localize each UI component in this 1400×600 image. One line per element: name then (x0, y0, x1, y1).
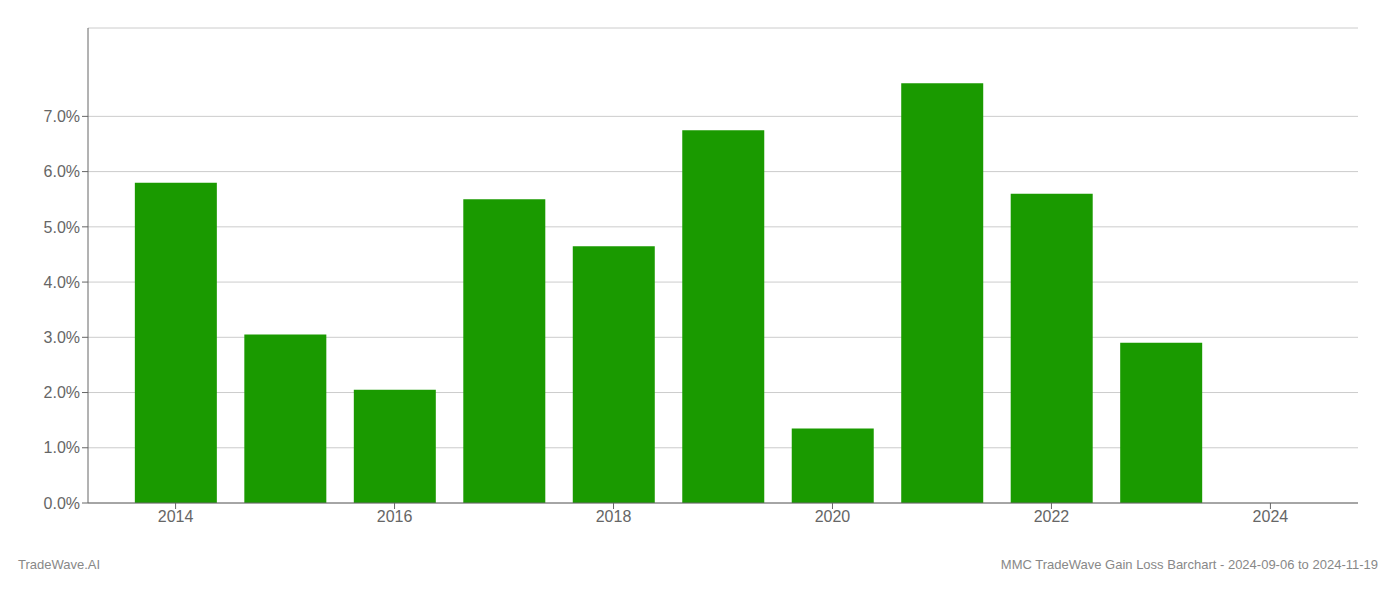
svg-text:2020: 2020 (815, 508, 851, 525)
svg-text:7.0%: 7.0% (44, 108, 80, 125)
html-text:MMC TradeWave Gain Loss Barcha: MMC TradeWave Gain Loss Barchart - 2024-… (1000, 557, 1378, 572)
svg-text:3.0%: 3.0% (44, 329, 80, 346)
svg-text:1.0%: 1.0% (44, 439, 80, 456)
svg-text:0.0%: 0.0% (44, 495, 80, 512)
svg-text:6.0%: 6.0% (44, 163, 80, 180)
svg-text:2.0%: 2.0% (44, 384, 80, 401)
svg-text:5.0%: 5.0% (44, 219, 80, 236)
svg-text:2016: 2016 (377, 508, 413, 525)
svg-text:2014: 2014 (158, 508, 194, 525)
svg-text:4.0%: 4.0% (44, 274, 80, 291)
html-text:TradeWave.AI: TradeWave.AI (18, 557, 101, 572)
svg-text:2022: 2022 (1034, 508, 1070, 525)
svg-text:2018: 2018 (596, 508, 632, 525)
svg-text:2024: 2024 (1253, 508, 1289, 525)
